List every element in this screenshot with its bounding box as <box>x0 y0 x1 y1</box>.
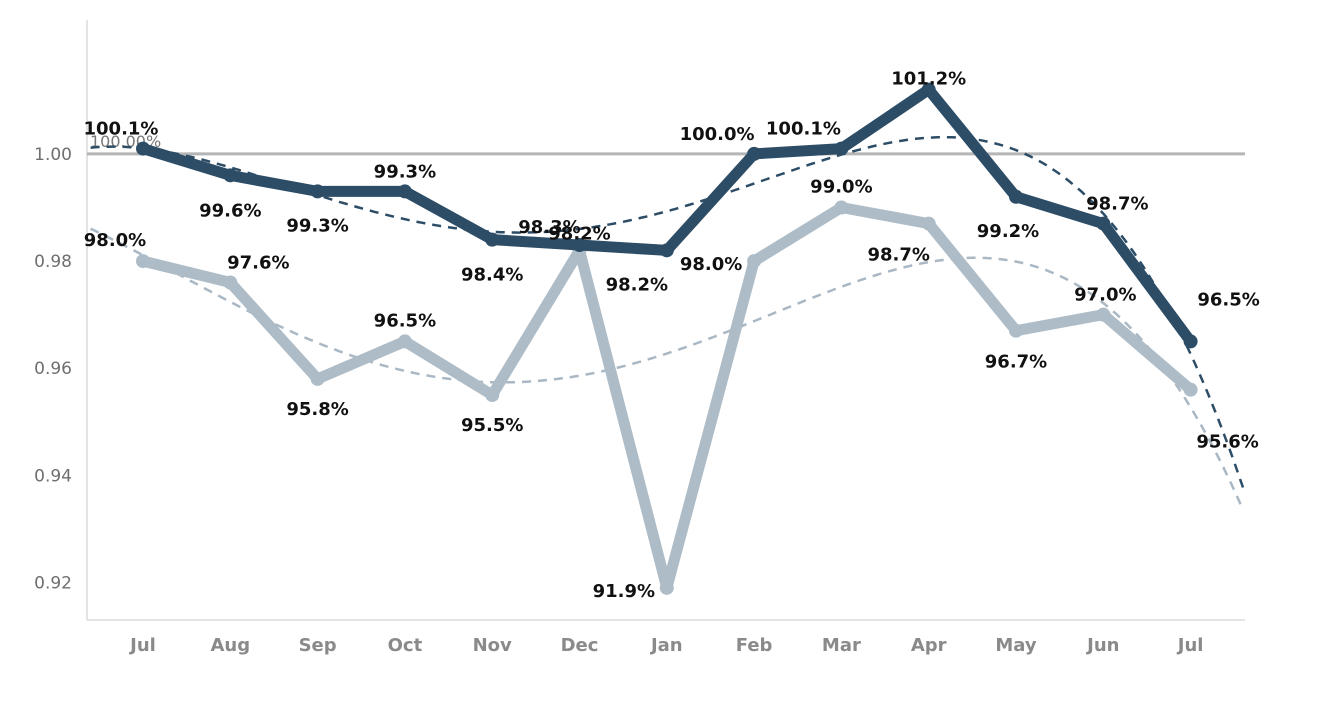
data-point-light <box>1183 382 1198 397</box>
x-tick-label: Sep <box>299 635 337 656</box>
data-label-dark: 99.6% <box>199 200 261 221</box>
data-label-dark: 96.5% <box>1197 289 1259 310</box>
x-tick-label: Aug <box>210 635 250 656</box>
data-label-light: 98.7% <box>867 245 929 266</box>
data-point-dark <box>1183 334 1198 349</box>
data-label-dark: 99.2% <box>977 221 1039 242</box>
data-label-dark: 100.1% <box>766 119 841 140</box>
y-tick-label: 0.92 <box>34 574 72 594</box>
data-point-dark <box>834 141 849 156</box>
data-point-dark <box>572 238 587 252</box>
data-label-light: 97.6% <box>227 253 289 274</box>
x-tick-label: Oct <box>388 635 423 656</box>
data-point-light <box>747 254 762 269</box>
data-label-dark: 100.1% <box>84 119 159 140</box>
data-label-dark: 98.7% <box>1086 194 1148 215</box>
data-point-dark <box>485 232 500 247</box>
x-tick-label: Jul <box>128 635 156 656</box>
data-label-light: 95.8% <box>286 399 348 420</box>
data-point-dark <box>223 168 238 183</box>
x-tick-label: Nov <box>473 635 512 656</box>
data-label-light: 96.7% <box>985 352 1047 373</box>
data-point-light <box>397 334 412 349</box>
data-label-dark: 98.3% <box>518 217 580 238</box>
x-tick-label: Apr <box>911 635 947 656</box>
data-point-light <box>659 580 674 595</box>
x-tick-label: Mar <box>822 635 861 656</box>
data-point-dark <box>1009 189 1023 204</box>
data-label-light: 96.5% <box>374 310 436 331</box>
axes: 0.92 0.94 0.96 0.98 1.00 Jul Aug Sep Oct Nov Dec Ja… <box>34 20 1245 656</box>
x-tick-label: Feb <box>736 635 773 656</box>
data-label-light: 95.5% <box>461 415 523 436</box>
data-label-light: 98.2% <box>548 223 610 244</box>
data-label-dark: 99.3% <box>286 215 348 236</box>
data-label-dark: 99.3% <box>374 161 436 182</box>
data-point-light <box>485 388 500 402</box>
data-point-dark <box>1096 216 1111 231</box>
x-tick-label: May <box>995 635 1037 656</box>
data-label-light: 99.0% <box>810 177 872 198</box>
data-point-light <box>310 371 325 386</box>
series-line-light <box>137 202 1197 594</box>
data-point-dark <box>136 141 150 156</box>
y-tick-label: 0.94 <box>34 466 72 486</box>
y-tick-label: 0.98 <box>34 252 72 272</box>
data-label-dark: 101.2% <box>891 69 966 90</box>
data-point-light <box>223 275 238 290</box>
x-tick-label: Jul <box>1176 635 1204 656</box>
data-point-light <box>1009 323 1023 338</box>
data-label-light: 98.0% <box>84 230 146 251</box>
data-point-light <box>1096 307 1111 322</box>
data-label-light: 98.0% <box>680 254 742 275</box>
x-tick-label: Jan <box>649 635 683 656</box>
data-label-dark: 98.2% <box>606 274 668 295</box>
data-point-dark <box>747 146 762 161</box>
data-labels: 100.1%99.6%99.3%99.3%98.4%98.3%98.2%100.… <box>84 69 1260 602</box>
data-point-light <box>136 254 150 269</box>
reference-line-group: 100.00% <box>87 132 1245 156</box>
data-point-dark <box>397 184 412 199</box>
data-point-dark <box>659 243 674 258</box>
data-label-dark: 100.0% <box>680 124 755 145</box>
data-point-dark <box>921 82 936 97</box>
data-point-light <box>834 200 849 215</box>
y-tick-label: 0.96 <box>34 359 72 379</box>
series-lines <box>136 82 1198 595</box>
data-point-dark <box>310 184 325 199</box>
x-tick-label: Dec <box>561 635 599 656</box>
data-point-light <box>921 216 936 231</box>
x-tick-label: Jun <box>1085 635 1119 656</box>
data-label-light: 91.9% <box>593 581 655 602</box>
data-label-light: 97.0% <box>1074 285 1136 306</box>
data-label-dark: 98.4% <box>461 265 523 286</box>
trend-line-light <box>90 227 1245 511</box>
data-label-light: 95.6% <box>1196 432 1258 453</box>
y-tick-label: 1.00 <box>34 145 72 165</box>
